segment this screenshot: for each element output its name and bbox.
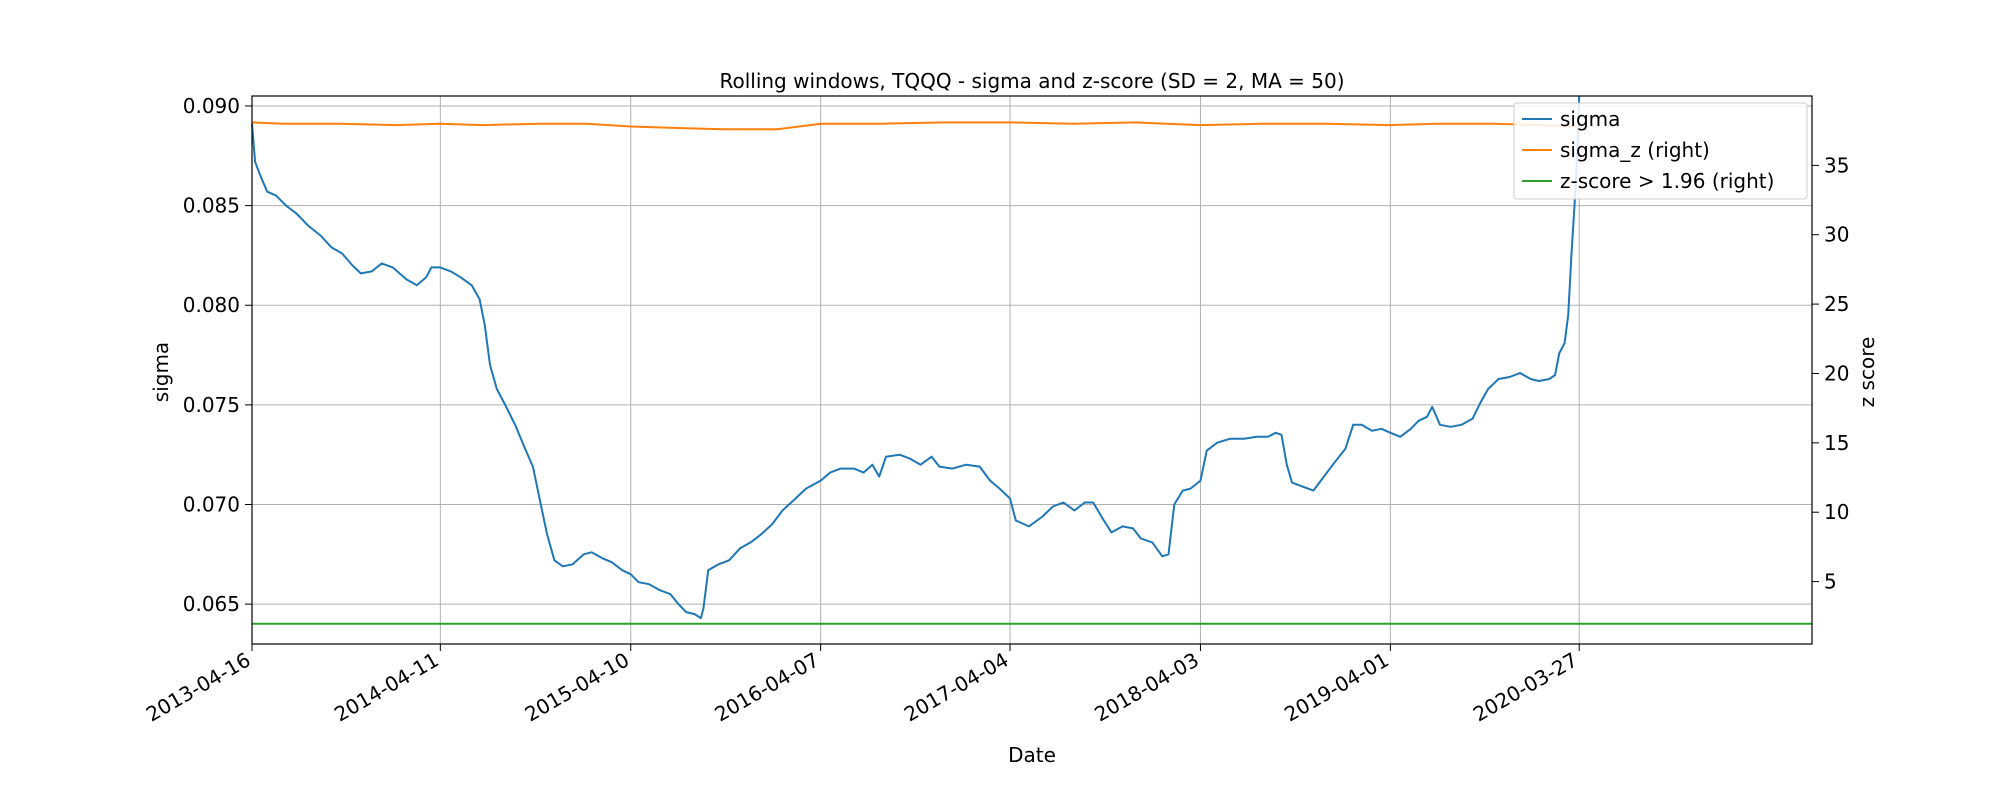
- x-tick-label: 2018-04-03: [1090, 648, 1203, 727]
- legend-label-zscore: z-score > 1.96 (right): [1560, 169, 1774, 193]
- y2-tick-label: 30: [1824, 223, 1849, 247]
- y-tick-label: 0.090: [183, 94, 240, 118]
- y2-tick-label: 35: [1824, 153, 1849, 177]
- y-tick-label: 0.065: [183, 592, 240, 616]
- y-axis-title: sigma: [149, 342, 173, 402]
- legend-label-sigma-z: sigma_z (right): [1560, 138, 1710, 162]
- x-tick-label: 2014-04-11: [330, 648, 443, 727]
- x-tick-label: 2017-04-04: [900, 648, 1013, 727]
- legend-label-sigma: sigma: [1560, 107, 1620, 131]
- y-tick-label: 0.070: [183, 493, 240, 517]
- y2-tick-label: 5: [1824, 570, 1837, 594]
- y2-tick-label: 25: [1824, 292, 1849, 316]
- x-tick-label: 2015-04-10: [521, 648, 634, 727]
- y2-tick-label: 15: [1824, 431, 1849, 455]
- plot-frame: [251, 95, 1813, 645]
- legend-box: [1513, 102, 1808, 200]
- series-line-sigma-z: [251, 121, 1580, 131]
- x-tick-label: 2020-03-27: [1469, 648, 1582, 727]
- y2-tick-label: 20: [1824, 361, 1849, 385]
- y2-axis-title: z score: [1855, 337, 1879, 408]
- y-axis-right: 5 10 15 20 25 30 35: [1812, 153, 1849, 594]
- x-axis: 2013-04-16 2014-04-11 2015-04-10 2016-04-07…: [142, 644, 1582, 726]
- y-tick-label: 0.080: [183, 293, 240, 317]
- y-axis-left: 0.065 0.070 0.075 0.080 0.085 0.090: [183, 94, 252, 616]
- x-tick-label: 2013-04-16: [142, 648, 255, 727]
- y-tick-label: 0.085: [183, 194, 240, 218]
- x-tick-label: 2019-04-01: [1280, 648, 1393, 727]
- x-tick-label: 2016-04-07: [710, 648, 823, 727]
- y2-tick-label: 10: [1824, 500, 1849, 524]
- chart-title: Rolling windows, TQQQ - sigma and z-scor…: [719, 69, 1344, 93]
- series-layer: [251, 95, 1812, 625]
- series-line-sigma: [251, 95, 1581, 620]
- x-axis-title: Date: [1008, 743, 1056, 767]
- y-tick-label: 0.075: [183, 393, 240, 417]
- legend: sigma sigma_z (right) z-score > 1.96 (ri…: [1513, 102, 1808, 200]
